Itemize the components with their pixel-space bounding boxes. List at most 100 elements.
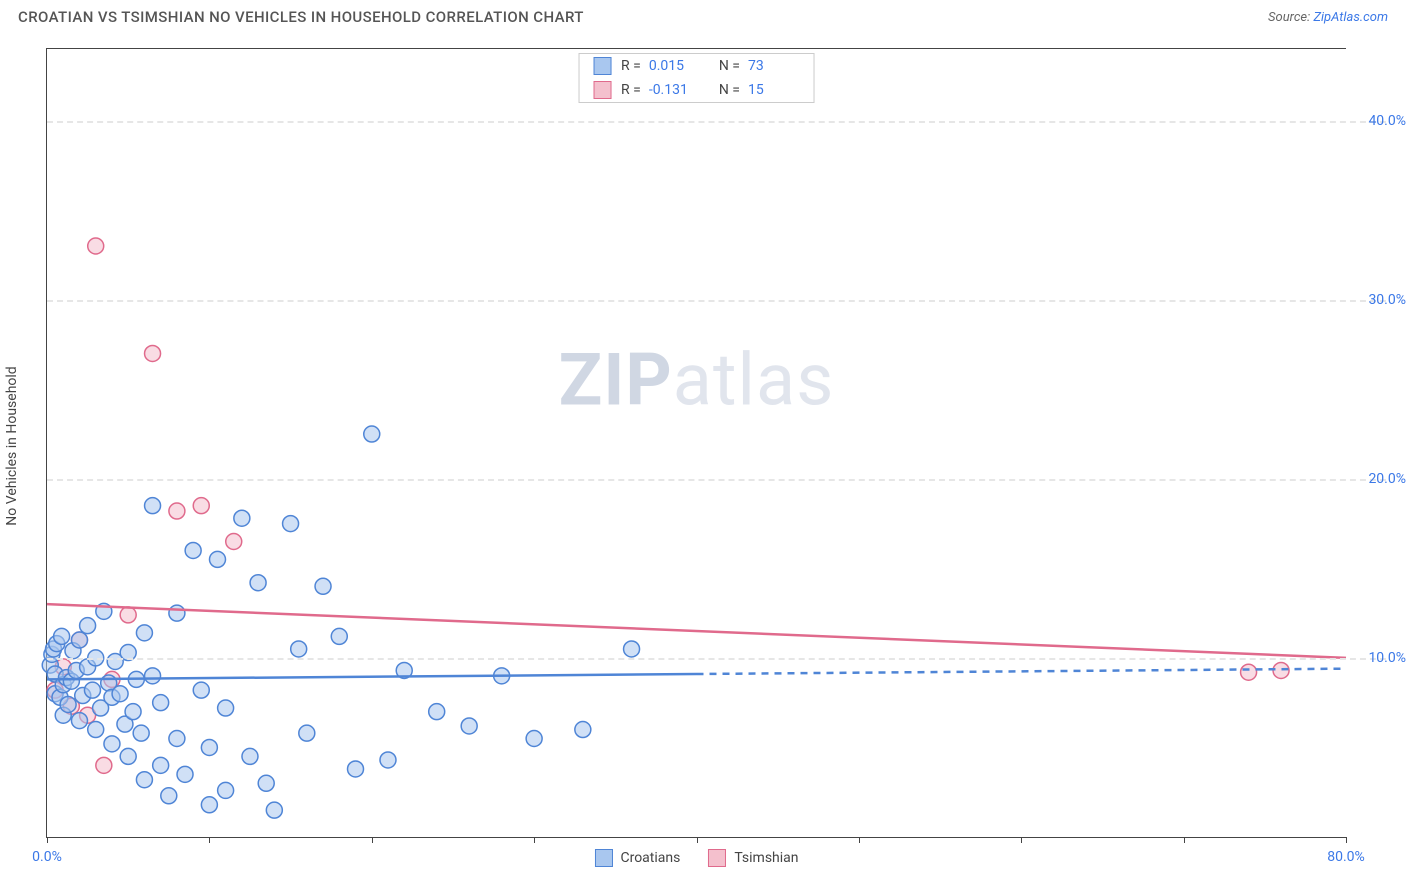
legend-item-croatians: Croatians <box>594 849 680 867</box>
gridline <box>47 121 1386 123</box>
legend-swatch-croatians <box>593 57 611 75</box>
n-value-croatians: 73 <box>748 58 800 74</box>
y-tick-label: 30.0% <box>1368 292 1406 308</box>
legend-label-croatians: Croatians <box>620 850 680 866</box>
data-point <box>120 607 136 623</box>
data-point <box>193 498 209 514</box>
data-point <box>201 797 217 813</box>
chart-header: CROATIAN VS TSIMSHIAN NO VEHICLES IN HOU… <box>0 0 1406 30</box>
data-point <box>429 704 445 720</box>
data-point <box>161 788 177 804</box>
r-value-croatians: 0.015 <box>649 58 701 74</box>
x-tick <box>1346 837 1347 843</box>
data-point <box>80 618 96 634</box>
x-tick <box>1021 837 1022 843</box>
data-point <box>1241 664 1257 680</box>
data-point <box>315 578 331 594</box>
chart-title: CROATIAN VS TSIMSHIAN NO VEHICLES IN HOU… <box>18 8 584 26</box>
data-point <box>145 668 161 684</box>
x-tick <box>47 837 48 843</box>
n-label: N = <box>719 82 740 98</box>
data-point <box>54 628 70 644</box>
data-point <box>136 772 152 788</box>
data-point <box>283 516 299 532</box>
data-point <box>291 641 307 657</box>
data-point <box>145 345 161 361</box>
data-point <box>169 503 185 519</box>
gridline <box>47 658 1386 660</box>
data-point <box>125 704 141 720</box>
data-point <box>250 575 266 591</box>
data-point <box>60 696 76 712</box>
data-point <box>218 700 234 716</box>
source-attribution: Source: ZipAtlas.com <box>1268 10 1388 25</box>
data-point <box>258 775 274 791</box>
n-value-tsimshian: 15 <box>748 82 800 98</box>
x-tick <box>209 837 210 843</box>
scatter-chart: ZIPatlas R = 0.015 N = 73 R = -0.131 N =… <box>46 48 1346 838</box>
legend-label-tsimshian: Tsimshian <box>734 850 798 866</box>
legend-swatch-icon <box>594 849 612 867</box>
gridline <box>47 479 1386 481</box>
legend-item-tsimshian: Tsimshian <box>708 849 798 867</box>
data-point <box>169 731 185 747</box>
data-point <box>71 713 87 729</box>
data-point <box>136 625 152 641</box>
data-point <box>226 534 242 550</box>
data-point <box>218 782 234 798</box>
legend-swatch-tsimshian <box>593 81 611 99</box>
r-value-tsimshian: -0.131 <box>649 82 701 98</box>
r-label: R = <box>621 58 641 74</box>
data-point <box>348 761 364 777</box>
legend-row-tsimshian: R = -0.131 N = 15 <box>579 78 814 102</box>
data-point <box>96 757 112 773</box>
data-point <box>112 686 128 702</box>
legend-row-croatians: R = 0.015 N = 73 <box>579 54 814 78</box>
data-point <box>133 725 149 741</box>
y-tick-label: 10.0% <box>1368 650 1406 666</box>
plot-svg <box>47 49 1346 837</box>
y-tick-label: 40.0% <box>1368 113 1406 129</box>
data-point <box>84 682 100 698</box>
data-point <box>153 757 169 773</box>
data-point <box>526 731 542 747</box>
data-point <box>575 722 591 738</box>
data-point <box>169 605 185 621</box>
y-tick-label: 20.0% <box>1368 471 1406 487</box>
x-tick <box>534 837 535 843</box>
data-point <box>153 695 169 711</box>
x-tick-label: 80.0% <box>1327 849 1365 865</box>
data-point <box>242 748 258 764</box>
n-label: N = <box>719 58 740 74</box>
trend-line <box>47 604 1346 658</box>
data-point <box>104 736 120 752</box>
data-point <box>624 641 640 657</box>
gridline <box>47 300 1386 302</box>
x-tick <box>372 837 373 843</box>
x-tick <box>1184 837 1185 843</box>
source-prefix: Source: <box>1268 10 1313 25</box>
data-point <box>71 632 87 648</box>
data-point <box>380 752 396 768</box>
data-point <box>209 551 225 567</box>
x-tick-label: 0.0% <box>32 849 62 865</box>
x-tick <box>859 837 860 843</box>
correlation-legend: R = 0.015 N = 73 R = -0.131 N = 15 <box>578 53 815 103</box>
data-point <box>461 718 477 734</box>
x-tick <box>697 837 698 843</box>
data-point <box>88 238 104 254</box>
data-point <box>193 682 209 698</box>
r-label: R = <box>621 82 641 98</box>
data-point <box>299 725 315 741</box>
legend-swatch-icon <box>708 849 726 867</box>
data-point <box>185 542 201 558</box>
data-point <box>364 426 380 442</box>
source-link[interactable]: ZipAtlas.com <box>1313 10 1388 25</box>
data-point <box>145 498 161 514</box>
data-point <box>331 628 347 644</box>
data-point <box>177 766 193 782</box>
data-point <box>234 510 250 526</box>
data-point <box>266 802 282 818</box>
data-point <box>88 722 104 738</box>
series-legend: Croatians Tsimshian <box>594 849 798 867</box>
